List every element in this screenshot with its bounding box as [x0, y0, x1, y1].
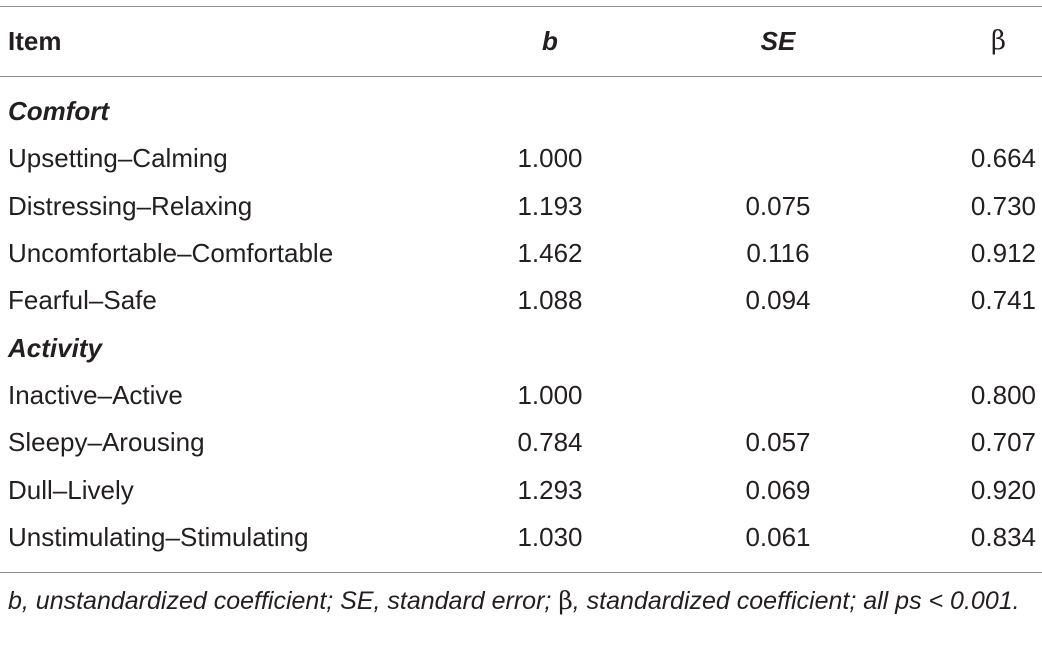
beta-cell: 0.834: [970, 522, 1036, 552]
se-cell: 0.075: [745, 191, 811, 221]
b-cell: 1.000: [517, 380, 583, 410]
header-se: SE: [760, 26, 796, 56]
table-row: Distressing–Relaxing 1.193 0.075 0.730: [0, 183, 1042, 230]
item-cell: Dull–Lively: [8, 475, 134, 505]
item-cell: Inactive–Active: [8, 380, 183, 410]
item-cell: Upsetting–Calming: [8, 143, 228, 173]
b-cell: 1.000: [517, 143, 583, 173]
b-cell: 1.030: [517, 522, 583, 552]
footnote-part2: , standardized coefficient; all ps < 0.0…: [572, 587, 1020, 615]
header-b: b: [542, 26, 558, 56]
item-cell: Sleepy–Arousing: [8, 427, 205, 457]
group-label: Activity: [8, 333, 102, 363]
b-cell: 1.193: [517, 191, 583, 221]
beta-cell: 0.912: [970, 238, 1036, 268]
header-item: Item: [8, 26, 62, 56]
item-cell: Fearful–Safe: [8, 285, 157, 315]
b-cell: 1.293: [517, 475, 583, 505]
table-row: Unstimulating–Stimulating 1.030 0.061 0.…: [0, 514, 1042, 561]
table-row: Sleepy–Arousing 0.784 0.057 0.707: [0, 419, 1042, 466]
header-rule: [0, 76, 1042, 77]
beta-cell: 0.800: [970, 380, 1036, 410]
b-cell: 0.784: [517, 427, 583, 457]
group-label: Comfort: [8, 96, 110, 126]
group-row-activity: Activity: [0, 325, 1042, 372]
table-row: Upsetting–Calming 1.000 0.664: [0, 135, 1042, 182]
group-row-comfort: Comfort: [0, 88, 1042, 135]
beta-cell: 0.664: [970, 143, 1036, 173]
beta-cell: 0.707: [970, 427, 1036, 457]
table-row: Inactive–Active 1.000 0.800: [0, 372, 1042, 419]
b-cell: 1.088: [517, 285, 583, 315]
beta-cell: 0.730: [970, 191, 1036, 221]
se-cell: 0.057: [745, 427, 811, 457]
beta-cell: 0.741: [970, 285, 1036, 315]
se-cell: 0.094: [745, 285, 811, 315]
top-rule: [0, 6, 1042, 7]
b-cell: 1.462: [517, 238, 583, 268]
table-header-row: Item b SE β: [0, 18, 1042, 65]
se-cell: 0.061: [745, 522, 811, 552]
footnote-beta: β: [558, 586, 573, 615]
item-cell: Uncomfortable–Comfortable: [8, 238, 334, 268]
table-row: Dull–Lively 1.293 0.069 0.920: [0, 467, 1042, 514]
item-cell: Unstimulating–Stimulating: [8, 522, 309, 552]
bottom-rule: [0, 572, 1042, 573]
header-beta: β: [990, 26, 1006, 56]
se-cell: 0.069: [745, 475, 811, 505]
table-row: Uncomfortable–Comfortable 1.462 0.116 0.…: [0, 230, 1042, 277]
table-row: Fearful–Safe 1.088 0.094 0.741: [0, 277, 1042, 324]
se-cell: 0.116: [746, 238, 810, 268]
table-footnote: b, unstandardized coefficient; SE, stand…: [8, 582, 1034, 620]
beta-cell: 0.920: [970, 475, 1036, 505]
item-cell: Distressing–Relaxing: [8, 191, 253, 221]
footnote-part1: b, unstandardized coefficient; SE, stand…: [8, 587, 559, 615]
